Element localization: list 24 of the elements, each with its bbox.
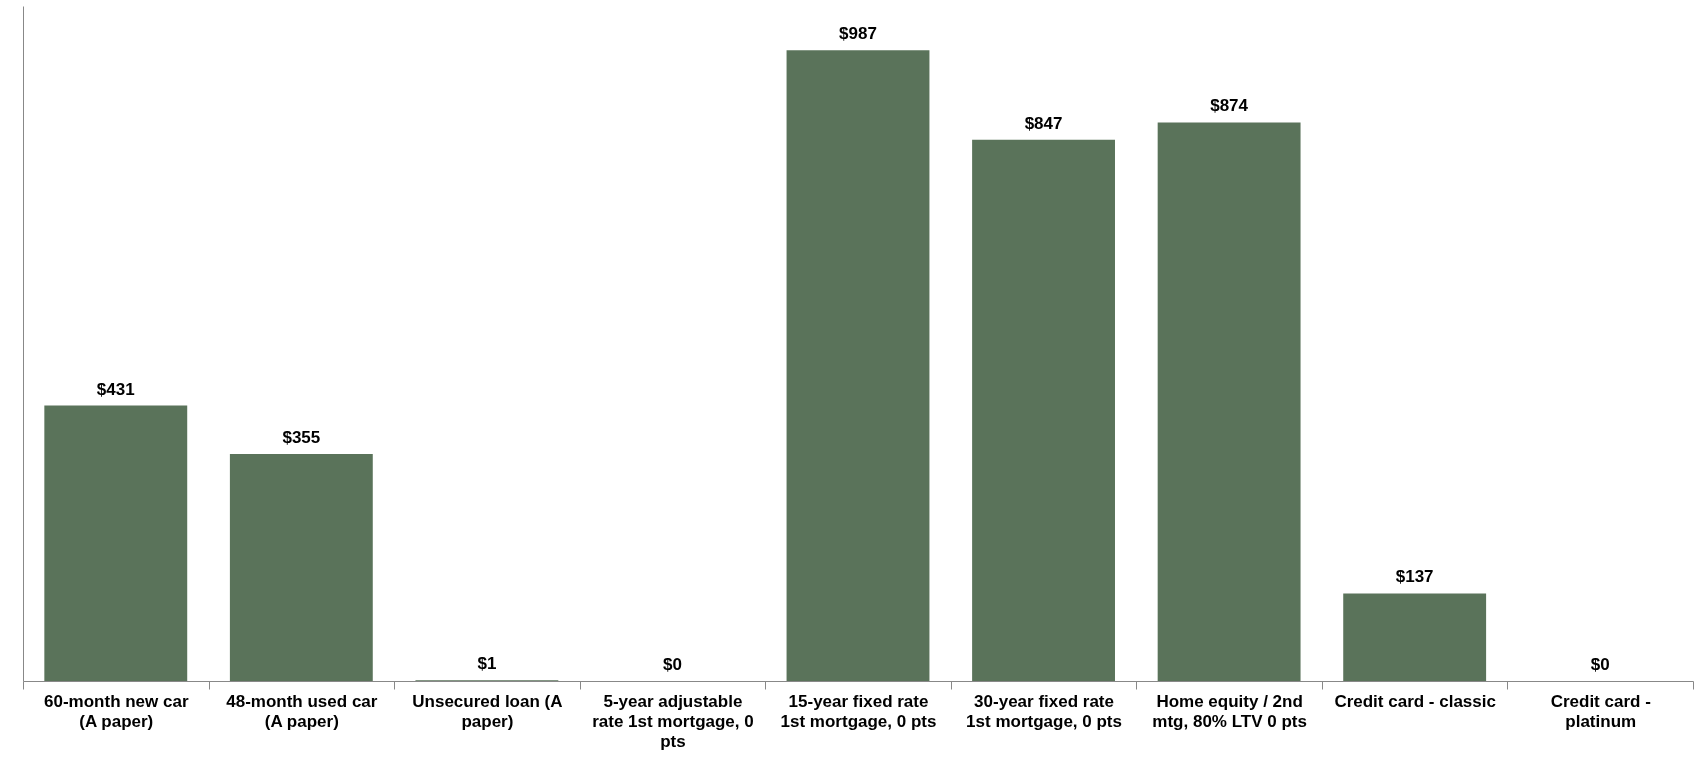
data-label: $874 [1210,96,1249,116]
bar [229,454,373,681]
bar [44,405,188,681]
data-label: $431 [96,379,135,399]
data-label: $987 [839,24,877,44]
bar [786,50,930,681]
data-label: $0 [662,655,682,674]
x-tick-label: 5-year adjustable rate 1st mortgage, 0 pts [592,691,754,751]
x-tick-label: Credit card - classic [1334,691,1496,711]
x-tick-label: 48-month used car (A paper) [226,691,378,731]
data-label: $355 [282,428,321,448]
bar [1343,593,1487,681]
bar [972,139,1115,681]
x-tick-label: 60-month new car (A paper) [44,691,189,731]
x-tick-label: Home equity / 2nd mtg, 80% LTV 0 pts [1152,691,1307,731]
x-tick-label: Unsecured loan (A paper) [412,691,563,731]
data-label: $847 [1024,113,1063,133]
x-tick-label: Credit card - platinum [1550,691,1651,731]
data-label: $1 [477,654,497,674]
x-tick-label: 30-year fixed rate 1st mortgage, 0 pts [966,691,1122,731]
data-label: $137 [1395,567,1434,587]
data-label: $0 [1590,655,1610,674]
bar [1157,122,1301,681]
x-tick-label: 15-year fixed rate 1st mortgage, 0 pts [780,691,937,731]
